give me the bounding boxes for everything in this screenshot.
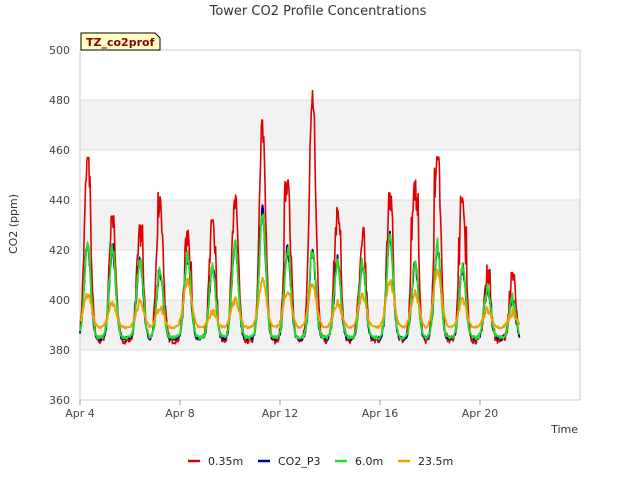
y-tick-label-440: 440 bbox=[49, 194, 70, 207]
y-tick-label-400: 400 bbox=[49, 294, 70, 307]
series-lines bbox=[79, 89, 521, 345]
y-axis-ticks: 360 380 400 420 440 460 480 500 bbox=[49, 44, 70, 407]
chart-title: Tower CO2 Profile Concentrations bbox=[209, 4, 427, 19]
legend: 0.35m CO2_P3 6.0m 23.5m bbox=[188, 455, 453, 468]
y-tick-label-380: 380 bbox=[49, 344, 70, 357]
x-axis-ticks: Apr 4 Apr 8 Apr 12 Apr 16 Apr 20 bbox=[65, 400, 498, 420]
x-axis-title: Time bbox=[550, 423, 578, 436]
x-tick-label-2: Apr 12 bbox=[262, 407, 299, 420]
x-tick-label-4: Apr 20 bbox=[462, 407, 499, 420]
y-tick-label-500: 500 bbox=[49, 44, 70, 57]
plot-area-border bbox=[79, 49, 581, 401]
legend-label-6-0m: 6.0m bbox=[355, 455, 383, 468]
y-tick-label-360: 360 bbox=[49, 394, 70, 407]
y-tick-label-420: 420 bbox=[49, 244, 70, 257]
band-1 bbox=[80, 200, 580, 250]
legend-label-co2-p3: CO2_P3 bbox=[278, 455, 320, 468]
background-bands bbox=[80, 100, 580, 350]
y-tick-label-480: 480 bbox=[49, 94, 70, 107]
series-line-23-5m bbox=[79, 268, 521, 330]
legend-label-0-35m: 0.35m bbox=[208, 455, 243, 468]
badge-label: TZ_co2prof bbox=[86, 36, 155, 49]
legend-label-23-5m: 23.5m bbox=[418, 455, 453, 468]
badge-background bbox=[80, 32, 161, 51]
x-tick-label-0: Apr 4 bbox=[65, 407, 95, 420]
band-2 bbox=[80, 100, 580, 150]
dataset-badge: TZ_co2prof bbox=[80, 32, 161, 51]
x-tick-label-1: Apr 8 bbox=[165, 407, 195, 420]
x-tick-label-3: Apr 16 bbox=[362, 407, 399, 420]
y-tick-label-460: 460 bbox=[49, 144, 70, 157]
y-axis-title: CO2 (ppm) bbox=[7, 194, 20, 254]
series-line-6-0m bbox=[79, 213, 521, 340]
